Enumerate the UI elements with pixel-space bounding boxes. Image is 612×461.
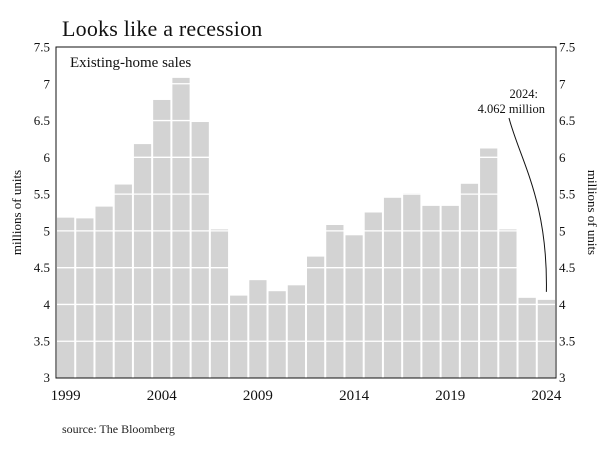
x-tick-2004: 2004 (147, 388, 178, 404)
chart-inner-title: Existing-home sales (70, 55, 191, 71)
y-tick-left-3.5: 3.5 (34, 334, 50, 349)
y-tick-left-7: 7 (44, 76, 51, 91)
bar-2012 (307, 256, 325, 378)
bar-2010 (268, 291, 286, 378)
right-y-axis: 3 3.5 4 4.5 5 5.5 6 6.5 7 7.5 (559, 40, 575, 386)
bar-2004 (153, 99, 171, 379)
y-tick-right-3: 3 (559, 370, 566, 385)
y-tick-left-3: 3 (44, 370, 51, 385)
y-tick-left-4.5: 4.5 (34, 260, 50, 275)
y-tick-right-7.5: 7.5 (559, 40, 575, 55)
annotation-value: 4.062 million (478, 102, 546, 116)
bar-2017 (403, 193, 421, 378)
x-axis: 1999 2004 2009 2014 2019 2024 (51, 388, 562, 404)
bar-2005 (172, 77, 190, 378)
y-axis-label-left: millions of units (9, 170, 24, 255)
x-tick-2019: 2019 (435, 388, 465, 404)
bar-2018 (422, 205, 440, 378)
y-tick-right-7: 7 (559, 76, 566, 91)
x-tick-2024: 2024 (531, 388, 562, 404)
bars-layer (57, 77, 555, 379)
bar-2002 (114, 184, 132, 378)
y-tick-right-5: 5 (559, 223, 566, 238)
source-note: source: The Bloomberg (62, 422, 175, 436)
left-y-axis: 3 3.5 4 4.5 5 5.5 6 6.5 7 7.5 (34, 40, 51, 386)
y-tick-right-6.5: 6.5 (559, 113, 575, 128)
y-tick-right-5.5: 5.5 (559, 187, 575, 202)
y-tick-left-5: 5 (44, 223, 51, 238)
y-tick-right-4: 4 (559, 297, 566, 312)
bar-2019 (441, 205, 459, 378)
gridlines (56, 83, 556, 342)
y-axis-label-right: millions of units (585, 170, 600, 255)
annotation: 2024: 4.062 million (478, 87, 547, 292)
annotation-year: 2024: (510, 87, 538, 101)
bar-2021 (480, 148, 498, 378)
y-tick-left-7.5: 7.5 (34, 40, 50, 55)
bar-2003 (133, 144, 152, 378)
bar-2011 (287, 285, 305, 378)
bar-2016 (383, 197, 402, 378)
y-tick-right-6: 6 (559, 150, 566, 165)
annotation-leader-line (508, 117, 547, 292)
bar-2013 (326, 225, 344, 378)
bar-2023 (518, 297, 536, 378)
y-tick-left-6.5: 6.5 (34, 113, 50, 128)
bar-2009 (249, 280, 267, 378)
bar-2007 (210, 229, 229, 378)
bar-2001 (95, 206, 113, 378)
plot-frame (55, 46, 557, 379)
bar-2008 (230, 295, 248, 378)
bar-2000 (76, 218, 94, 378)
bar-2006 (191, 122, 209, 378)
bar-1999 (57, 217, 75, 378)
chart-title: Looks like a recession (62, 16, 263, 41)
y-tick-right-3.5: 3.5 (559, 334, 575, 349)
x-tick-1999: 1999 (51, 388, 81, 404)
bar-2024 (537, 299, 555, 378)
y-tick-right-4.5: 4.5 (559, 260, 575, 275)
x-tick-2009: 2009 (243, 388, 273, 404)
y-tick-left-5.5: 5.5 (34, 187, 50, 202)
x-tick-2014: 2014 (339, 388, 370, 404)
bar-2015 (364, 212, 382, 378)
bar-2014 (345, 235, 363, 378)
y-tick-left-4: 4 (44, 297, 51, 312)
bar-2020 (460, 183, 479, 378)
y-tick-left-6: 6 (44, 150, 51, 165)
bar-2022 (499, 229, 517, 378)
